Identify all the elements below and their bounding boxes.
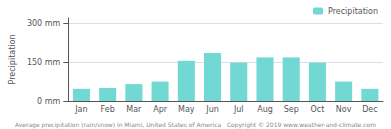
svg-text:Jul: Jul <box>233 105 244 114</box>
svg-text:May: May <box>178 105 195 114</box>
svg-text:Jun: Jun <box>205 105 219 114</box>
svg-text:Precipitation: Precipitation <box>328 7 378 16</box>
svg-text:Feb: Feb <box>101 105 115 114</box>
svg-text:150 mm: 150 mm <box>27 58 61 67</box>
svg-text:Mar: Mar <box>126 105 142 114</box>
svg-text:Apr: Apr <box>153 105 168 114</box>
svg-text:Precipitation: Precipitation <box>8 34 17 84</box>
svg-text:Average precipitation (rain/sn: Average precipitation (rain/snow) in Mia… <box>15 121 376 129</box>
svg-text:0 mm: 0 mm <box>37 97 60 106</box>
svg-text:300 mm: 300 mm <box>27 19 61 28</box>
svg-text:Sep: Sep <box>284 105 299 114</box>
svg-text:Aug: Aug <box>257 105 273 114</box>
svg-text:Nov: Nov <box>336 105 352 114</box>
svg-text:Dec: Dec <box>362 105 377 114</box>
svg-text:Oct: Oct <box>311 105 325 114</box>
svg-text:Jan: Jan <box>74 105 87 114</box>
